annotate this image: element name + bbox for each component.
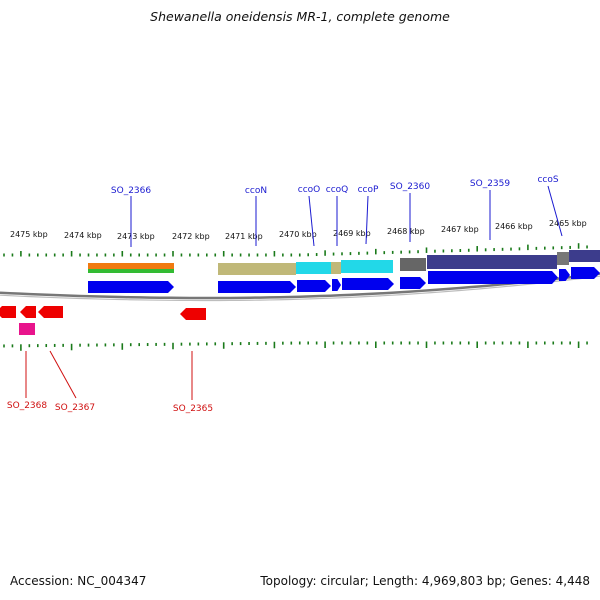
top-label-leader bbox=[308, 195, 315, 247]
gene-label-SO_2360: SO_2360 bbox=[390, 182, 430, 192]
accession-text: Accession: NC_004347 bbox=[10, 574, 147, 588]
gene-label-ccoP: ccoP bbox=[358, 185, 379, 195]
forward-gene-arrow bbox=[297, 280, 331, 292]
kbp-tick-label: 2468 kbp bbox=[387, 227, 425, 236]
gene-label-ccoS: ccoS bbox=[537, 175, 558, 185]
kbp-tick-label: 2473 kbp bbox=[117, 232, 155, 241]
feature-track-band bbox=[341, 260, 393, 273]
genome-backbone bbox=[0, 272, 600, 302]
feature-track-band bbox=[400, 258, 426, 271]
forward-gene-arrow bbox=[88, 281, 174, 293]
figure-title: Shewanella oneidensis MR-1, complete gen… bbox=[150, 9, 450, 24]
bottom-label-leader bbox=[49, 350, 77, 399]
forward-gene-arrow bbox=[332, 279, 341, 291]
kbp-tick-label: 2474 kbp bbox=[64, 231, 102, 240]
forward-gene-arrow bbox=[428, 271, 558, 284]
kbp-tick-label: 2471 kbp bbox=[225, 232, 263, 241]
feature-track-band bbox=[218, 263, 296, 275]
gene-label-ccoQ: ccoQ bbox=[326, 185, 349, 195]
kbp-tick-label: 2469 kbp bbox=[333, 229, 371, 238]
reverse-gene-arrow bbox=[20, 306, 36, 318]
forward-gene-arrow bbox=[559, 269, 570, 281]
forward-gene-arrow bbox=[571, 267, 600, 279]
kbp-tick-label: 2467 kbp bbox=[441, 225, 479, 234]
feature-track-band bbox=[88, 263, 174, 269]
reverse-gene-arrow bbox=[0, 306, 16, 318]
kbp-tick-label: 2472 kbp bbox=[172, 232, 210, 241]
kbp-tick-label: 2466 kbp bbox=[495, 222, 533, 231]
forward-strand-genes bbox=[88, 267, 600, 293]
reverse-gene-arrow bbox=[180, 308, 206, 320]
gene-label-SO_2366: SO_2366 bbox=[111, 186, 151, 196]
genome-summary-text: Topology: circular; Length: 4,969,803 bp… bbox=[260, 574, 590, 588]
gene-label-SO_2368: SO_2368 bbox=[7, 401, 47, 411]
upper-tick-ruler bbox=[3, 243, 588, 257]
forward-gene-arrow bbox=[400, 277, 426, 289]
top-label-leader bbox=[365, 195, 369, 245]
backbone-line-outer bbox=[0, 272, 600, 300]
reverse-feature-band bbox=[19, 323, 35, 335]
feature-track-band bbox=[296, 262, 331, 274]
feature-track-band bbox=[557, 252, 569, 265]
feature-tracks bbox=[88, 250, 600, 275]
reverse-strand-genes bbox=[0, 306, 206, 335]
gene-label-leaders bbox=[25, 185, 563, 400]
backbone-line-inner bbox=[0, 275, 600, 302]
gene-label-ccoN: ccoN bbox=[245, 186, 267, 196]
top-label-leader bbox=[547, 185, 563, 237]
forward-gene-arrow bbox=[342, 278, 394, 290]
forward-gene-arrow bbox=[218, 281, 296, 293]
feature-track-band bbox=[569, 250, 600, 262]
gene-label-SO_2359: SO_2359 bbox=[470, 179, 510, 189]
lower-tick-ruler bbox=[3, 341, 588, 351]
kbp-tick-label: 2475 kbp bbox=[10, 230, 48, 239]
kbp-tick-label: 2470 kbp bbox=[279, 230, 317, 239]
gene-label-SO_2367: SO_2367 bbox=[55, 403, 95, 413]
feature-track-band bbox=[427, 255, 557, 269]
gene-labels: SO_2366 ccoN ccoO ccoQ ccoP SO_2360 SO_2359 cco… bbox=[7, 175, 559, 414]
feature-track-band bbox=[88, 269, 174, 273]
gene-label-ccoO: ccoO bbox=[298, 185, 321, 195]
gene-label-SO_2365: SO_2365 bbox=[173, 404, 213, 414]
kbp-tick-label: 2465 kbp bbox=[549, 219, 587, 228]
kbp-tick-labels: 2475 kbp 2474 kbp 2473 kbp 2472 kbp 2471 kbp… bbox=[10, 219, 587, 241]
reverse-gene-arrow bbox=[38, 306, 63, 318]
feature-track-band bbox=[331, 262, 341, 274]
